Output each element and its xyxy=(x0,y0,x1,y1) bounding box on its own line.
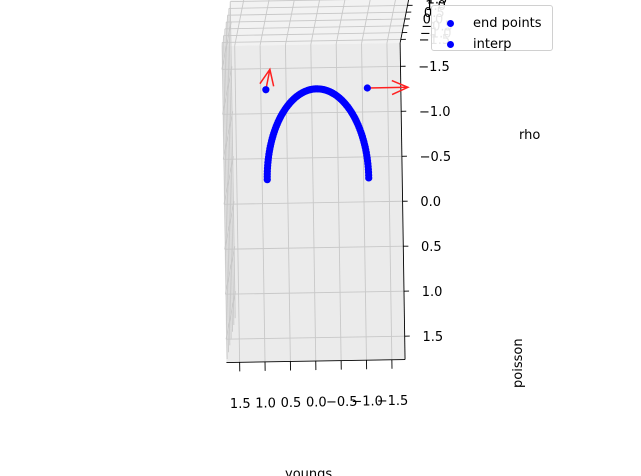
grid-back-youngs-6 xyxy=(234,0,245,46)
poisson-tick-label-3: 0.0 xyxy=(420,195,441,210)
poisson-tick-label-4: 0.5 xyxy=(421,240,442,255)
legend-label-end-points: end points xyxy=(473,15,542,31)
grid-floor-youngs-6 xyxy=(234,45,241,363)
data-points xyxy=(262,84,373,184)
poisson-tick-label-0: −1.5 xyxy=(418,60,450,75)
end-point-0 xyxy=(363,84,371,92)
youngs-tick-label-6: −1.5 xyxy=(377,394,409,409)
grid-side-rho-5 xyxy=(228,8,235,325)
grid-floor-youngs-4 xyxy=(284,44,291,362)
youngs-tick-label-1: 1.0 xyxy=(255,396,276,411)
arrow-head-0 xyxy=(259,67,275,87)
end-point-1 xyxy=(262,86,270,94)
grid-floor-poisson-6 xyxy=(226,335,405,340)
grid-back-rho-6 xyxy=(230,0,351,3)
legend-marker-interp xyxy=(447,40,454,48)
grid-side-poisson-5 xyxy=(224,246,236,295)
grid-back-youngs-4 xyxy=(285,0,295,45)
grid-side-rho-4 xyxy=(227,15,233,332)
poisson-tick-label-6: 1.5 xyxy=(422,330,443,345)
rho-tick-label-6: 1.5 xyxy=(427,0,448,7)
legend-entry-end-points: end points xyxy=(432,14,542,32)
youngs-tick-label-3: 0.0 xyxy=(306,396,327,411)
legend-label-interp: interp xyxy=(473,36,512,52)
legend-entry-interp: interp xyxy=(432,35,512,53)
grid-side-rho-3 xyxy=(225,22,232,339)
youngs-tick-label-4: −0.5 xyxy=(326,395,358,410)
grid-side-poisson-4 xyxy=(224,201,235,250)
grid-floor-poisson-3 xyxy=(223,200,403,205)
poisson-tick-label-1: −1.0 xyxy=(419,105,451,120)
arrow-head-1 xyxy=(391,79,410,96)
grid-back-rho-3 xyxy=(226,18,405,23)
grid-side-rho-6 xyxy=(229,1,236,319)
legend-marker-end-points xyxy=(447,19,454,27)
poisson-tick-label-2: −0.5 xyxy=(420,150,452,165)
grid-floor-youngs-5 xyxy=(259,45,266,362)
grid-floor-poisson-5 xyxy=(225,290,404,295)
axis-panes xyxy=(221,0,409,363)
grid-back-rho-5 xyxy=(228,4,408,9)
axis-lines xyxy=(226,0,413,372)
x-axis-label: youngs xyxy=(285,467,332,476)
grid-side-poisson-6 xyxy=(225,291,236,340)
grid-lines xyxy=(221,0,408,363)
interp-point-99 xyxy=(263,176,271,184)
z-axis-label: rho xyxy=(519,128,540,143)
grid-back-youngs-5 xyxy=(259,0,270,46)
youngs-tick-label-2: 0.5 xyxy=(281,396,302,411)
arrow-shaft-1 xyxy=(367,86,408,89)
poisson-tick-label-5: 1.0 xyxy=(422,285,443,300)
grid-floor-poisson-4 xyxy=(224,245,404,250)
youngs-tick-label-0: 1.5 xyxy=(230,397,251,412)
grid-back-rho-4 xyxy=(227,11,407,16)
y-axis-label: poisson xyxy=(511,338,526,388)
youngs-tick-label-5: −1.0 xyxy=(351,395,383,410)
legend: end points interp xyxy=(431,5,553,53)
